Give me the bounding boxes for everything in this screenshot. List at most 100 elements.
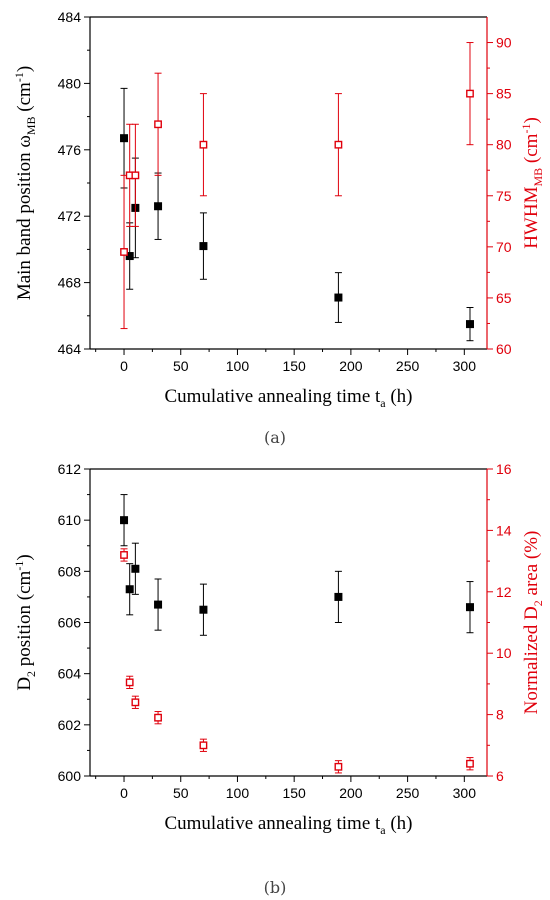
right-y-axis-title-sub: MB bbox=[531, 168, 545, 187]
right-y-tick-label: 70 bbox=[496, 239, 512, 255]
left-y-tick-label: 480 bbox=[58, 75, 82, 91]
data-point bbox=[199, 605, 208, 614]
x-tick-label: 300 bbox=[453, 785, 477, 801]
right-y-tick-label: 60 bbox=[496, 341, 512, 357]
x-tick-label: 200 bbox=[339, 358, 363, 374]
left-y-tick-label: 606 bbox=[58, 615, 82, 631]
data-point bbox=[131, 564, 140, 573]
x-tick-label: 50 bbox=[173, 358, 189, 374]
left-y-axis-title-sub: 2 bbox=[24, 671, 38, 677]
right-y-axis-title-sup: -1 bbox=[519, 124, 533, 134]
panel-label: (b) bbox=[264, 878, 287, 897]
data-point bbox=[199, 140, 208, 149]
left-y-axis-title: Main band position ωMB (cm-1) bbox=[12, 66, 38, 300]
data-point bbox=[120, 134, 129, 143]
x-tick-label: 100 bbox=[226, 358, 250, 374]
data-point bbox=[154, 120, 162, 129]
left-y-axis-title-close: ) bbox=[14, 554, 35, 560]
right-y-axis-title-tail: area (%) bbox=[521, 531, 542, 601]
left-y-tick-label: 600 bbox=[58, 768, 82, 784]
left-y-axis-title-close: ) bbox=[14, 66, 35, 72]
left-y-tick-label: 464 bbox=[58, 341, 82, 357]
left-y-tick-label: 476 bbox=[58, 142, 82, 158]
left-y-tick-label: 610 bbox=[58, 512, 82, 528]
left-y-tick-label: 484 bbox=[58, 9, 82, 25]
left-y-tick-label: 604 bbox=[58, 666, 82, 682]
left-y-axis-title-sup: -1 bbox=[12, 72, 26, 82]
panel-label: (a) bbox=[264, 428, 286, 447]
x-axis-title-sub: a bbox=[380, 396, 386, 410]
right-y-tick-label: 14 bbox=[496, 522, 512, 538]
data-point bbox=[465, 320, 474, 329]
right-axis-series bbox=[120, 548, 474, 774]
x-tick-label: 0 bbox=[120, 358, 128, 374]
left-y-tick-label: 468 bbox=[58, 275, 82, 291]
right-y-axis-title-tail: (cm bbox=[521, 133, 542, 168]
data-point bbox=[120, 248, 128, 256]
right-y-axis-title: Normalized D2 area (%) bbox=[521, 531, 545, 715]
data-point bbox=[334, 592, 343, 601]
x-axis-title-sub: a bbox=[380, 823, 386, 837]
x-tick-label: 150 bbox=[282, 358, 306, 374]
data-point bbox=[125, 252, 134, 261]
right-y-tick-label: 12 bbox=[496, 584, 512, 600]
left-y-tick-label: 608 bbox=[58, 563, 82, 579]
left-y-axis-title-sub: MB bbox=[24, 116, 38, 135]
x-tick-label: 250 bbox=[396, 358, 420, 374]
left-y-tick-label: 602 bbox=[58, 717, 82, 733]
data-point bbox=[199, 242, 208, 251]
x-tick-label: 100 bbox=[226, 785, 250, 801]
data-point bbox=[154, 713, 162, 722]
right-y-axis-title: HWHMMB (cm-1) bbox=[519, 117, 545, 249]
right-y-tick-label: 6 bbox=[496, 768, 504, 784]
left-y-axis-title-tail: (cm bbox=[14, 82, 35, 117]
data-point bbox=[466, 759, 474, 768]
x-tick-label: 150 bbox=[282, 785, 306, 801]
panel-a: 0 50 100 150 200 250 300 464 468 472 476 480 484 60 65… bbox=[12, 9, 545, 447]
x-tick-label: 200 bbox=[339, 785, 363, 801]
data-point bbox=[154, 600, 163, 609]
left-y-axis-title: D2 position (cm-1) bbox=[12, 554, 38, 690]
right-y-tick-label: 8 bbox=[496, 707, 504, 723]
data-point bbox=[154, 202, 163, 211]
data-point bbox=[125, 678, 134, 687]
data-point bbox=[120, 516, 129, 525]
right-y-axis-title-main: Normalized D bbox=[521, 606, 542, 714]
right-y-axis-title-main: HWHM bbox=[521, 186, 542, 248]
right-y-tick-label: 10 bbox=[496, 645, 512, 661]
x-axis-title: Cumulative annealing time ta (h) bbox=[164, 813, 412, 837]
x-axis-title-tail: (h) bbox=[386, 386, 413, 407]
x-tick-label: 300 bbox=[453, 358, 477, 374]
x-axis-title-main: Cumulative annealing time t bbox=[164, 813, 381, 834]
data-point bbox=[131, 171, 140, 180]
data-point bbox=[466, 89, 474, 98]
left-axis-series bbox=[120, 494, 474, 636]
data-point bbox=[125, 585, 134, 594]
right-y-axis-title-close: ) bbox=[521, 117, 542, 123]
right-y-tick-label: 80 bbox=[496, 137, 512, 153]
x-tick-label: 50 bbox=[173, 785, 189, 801]
panel-b: 0 50 100 150 200 250 3006006026046066086106126… bbox=[12, 461, 545, 897]
left-y-axis-title-main: D bbox=[14, 677, 35, 691]
left-y-tick-label: 612 bbox=[58, 461, 82, 477]
right-axis-series bbox=[120, 42, 474, 330]
x-tick-label: 250 bbox=[396, 785, 420, 801]
x-tick-label: 0 bbox=[120, 785, 128, 801]
left-y-axis-title-main: Main band position ω bbox=[14, 135, 35, 300]
x-axis-title: Cumulative annealing time ta (h) bbox=[164, 386, 412, 410]
right-y-tick-label: 65 bbox=[496, 290, 512, 306]
right-y-tick-label: 75 bbox=[496, 188, 512, 204]
right-y-axis-title-sub: 2 bbox=[531, 600, 545, 606]
right-y-tick-label: 85 bbox=[496, 86, 512, 102]
data-point bbox=[465, 603, 474, 612]
data-point bbox=[334, 762, 343, 771]
right-y-tick-label: 16 bbox=[496, 461, 512, 477]
data-point bbox=[199, 741, 208, 750]
data-point bbox=[131, 698, 140, 707]
data-point bbox=[334, 140, 343, 149]
x-axis-title-main: Cumulative annealing time t bbox=[164, 386, 381, 407]
left-y-axis-title-tail: position (cm bbox=[14, 570, 35, 670]
left-axis-series bbox=[120, 87, 474, 342]
x-axis-title-tail: (h) bbox=[386, 813, 413, 834]
